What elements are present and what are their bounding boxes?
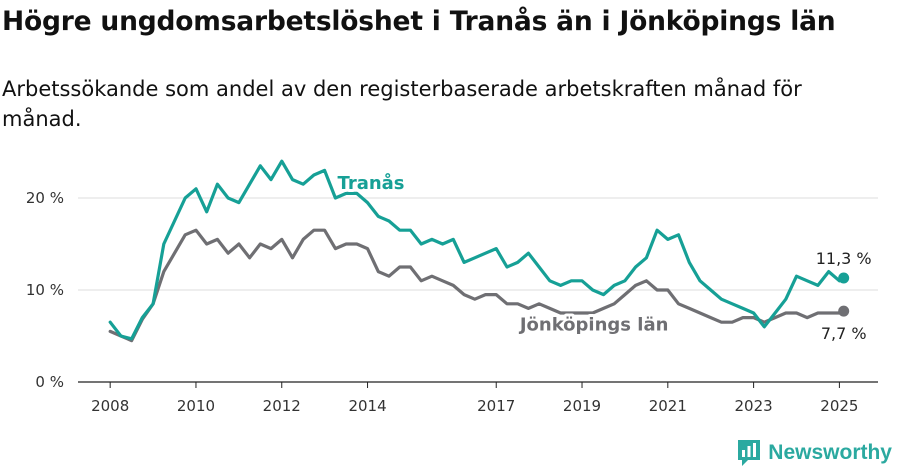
x-axis: 2008 2010 2012 2014 2017 2019 2021 2023 2025 — [78, 381, 878, 415]
series-line-tranas — [108, 159, 846, 341]
x-tick-label: 2017 — [477, 397, 515, 415]
x-tick-label: 2019 — [563, 397, 601, 415]
series-label-tranas: Tranås — [338, 172, 405, 194]
x-tick-label: 2010 — [177, 397, 215, 415]
series-label-jonkoping: Jönköpings län — [518, 314, 669, 335]
series-lines — [108, 159, 850, 343]
chart-title: Högre ungdomsarbetslöshet i Tranås än i … — [2, 6, 836, 37]
chart-subtitle: Arbetssökande som andel av den registerb… — [2, 77, 802, 131]
y-axis: 0 % 10 % 20 % — [26, 189, 64, 391]
x-tick-label: 2021 — [649, 397, 687, 415]
brand-name: Newsworthy — [768, 441, 892, 464]
x-tick-label: 2012 — [263, 397, 301, 415]
series-line-jonkoping — [108, 228, 846, 343]
series-labels: Tranås Jönköpings län 11,3 % 7,7 % — [335, 169, 872, 343]
series-end-point-tranas — [838, 272, 850, 284]
series-end-point-jonkoping — [838, 305, 850, 317]
y-tick-label: 0 % — [35, 373, 64, 391]
end-value-label-tranas: 11,3 % — [816, 249, 872, 268]
newsworthy-brand: Newsworthy — [736, 438, 892, 468]
x-tick-label: 2023 — [735, 397, 773, 415]
y-tick-label: 20 % — [26, 189, 64, 207]
y-tick-label: 10 % — [26, 281, 64, 299]
x-tick-label: 2008 — [91, 397, 129, 415]
end-value-label-jonkoping: 7,7 % — [821, 324, 867, 343]
grid-lines — [78, 197, 878, 291]
x-tick-label: 2014 — [348, 397, 386, 415]
newsworthy-logo-icon — [738, 440, 761, 466]
x-tick-label: 2025 — [820, 397, 858, 415]
